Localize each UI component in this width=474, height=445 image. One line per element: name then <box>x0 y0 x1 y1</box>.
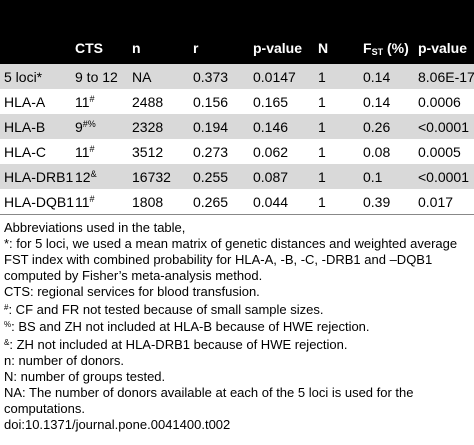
cell-fst: 0.14 <box>363 69 391 85</box>
cell-fst: 0.26 <box>363 119 391 135</box>
footnote-line: N: number of groups tested. <box>4 369 166 385</box>
footnote-line: NA: The number of donors available at ea… <box>4 385 414 401</box>
footnote-line: Abbreviations used in the table, <box>4 220 186 235</box>
header-r: r <box>193 40 199 56</box>
cell-pvalue: 0.0147 <box>253 69 296 85</box>
table-header: CTS n r p-value N FST (%) p-value <box>0 12 474 64</box>
cell-cts-value: 12 <box>75 169 91 185</box>
table-footnotes: Abbreviations used in the table, *: for … <box>4 220 470 433</box>
table-row: HLA-A 11# 2488 0.156 0.165 1 0.14 0.0006 <box>0 89 474 114</box>
cell-groups: 1 <box>318 194 326 210</box>
cell-cts-sup: # <box>89 194 95 204</box>
cell-fst: 0.14 <box>363 94 391 110</box>
footnote-line: &: ZH not included at HLA-DRB1 because o… <box>4 335 470 353</box>
footnote-text: : BS and ZH not included at HLA-B becaus… <box>11 319 370 335</box>
cell-cts-value: 9 <box>75 119 83 135</box>
table-row: 5 loci* 9 to 12 NA 0.373 0.0147 1 0.14 8… <box>0 64 474 89</box>
cell-n: NA <box>132 69 152 85</box>
table-row: HLA-B 9#% 2328 0.194 0.146 1 0.26 <0.000… <box>0 114 474 139</box>
footnote-line: FST index with combined probability for … <box>4 251 433 267</box>
cell-r: 0.273 <box>193 144 229 160</box>
cell-pvalue-2: 8.06E-17 <box>418 69 474 85</box>
cell-n: 2328 <box>132 119 164 135</box>
header-groups: N <box>318 40 329 56</box>
cell-cts: 12& <box>75 169 97 185</box>
cell-cts: 11# <box>75 144 95 160</box>
cell-pvalue-2: 0.0006 <box>418 94 461 110</box>
cell-groups: 1 <box>318 94 326 110</box>
cell-r: 0.373 <box>193 69 229 85</box>
cell-r: 0.156 <box>193 94 229 110</box>
cell-fst: 0.39 <box>363 194 391 210</box>
cell-pvalue-2: 0.017 <box>418 194 454 210</box>
cell-cts: 11# <box>75 94 95 110</box>
cell-pvalue: 0.146 <box>253 119 289 135</box>
cell-cts-sup: # <box>89 94 95 104</box>
cell-fst: 0.1 <box>363 169 383 185</box>
cell-cts-value: 11 <box>75 94 90 110</box>
cell-r: 0.194 <box>193 119 229 135</box>
cell-fst: 0.08 <box>363 144 391 160</box>
table-row: HLA-DRB1 12& 16732 0.255 0.087 1 0.1 <0.… <box>0 164 474 189</box>
cell-cts-value: 9 to 12 <box>75 69 118 85</box>
header-fst-unit: (%) <box>383 40 409 56</box>
footnote-symbol: % <box>4 320 12 330</box>
cell-loci: HLA-DQB1 <box>4 194 75 210</box>
cell-r: 0.265 <box>193 194 229 210</box>
cell-pvalue: 0.087 <box>253 169 289 185</box>
footnote-symbol: # <box>4 302 9 312</box>
cell-loci: 5 loci* <box>4 69 43 85</box>
cell-pvalue-2: 0.0005 <box>418 144 461 160</box>
header-n: n <box>132 40 141 56</box>
cell-groups: 1 <box>318 169 326 185</box>
cell-pvalue: 0.165 <box>253 94 289 110</box>
footnote-line: *: for 5 loci, we used a mean matrix of … <box>4 235 458 251</box>
cell-pvalue-2: <0.0001 <box>418 169 469 185</box>
footnote-text: : ZH not included at HLA-DRB1 because of… <box>9 337 348 353</box>
footnote-line: computed by Fisher’s meta-analysis metho… <box>4 267 263 283</box>
header-fst: FST (%) <box>363 40 409 57</box>
cell-cts: 9 to 12 <box>75 69 118 85</box>
cell-n: 1808 <box>132 194 164 210</box>
cell-n: 16732 <box>132 169 171 185</box>
cell-cts: 11# <box>75 194 95 210</box>
cell-cts-sup: & <box>90 169 97 179</box>
header-pvalue: p-value <box>253 40 303 56</box>
doi-line: doi:10.1371/journal.pone.0041400.t002 <box>4 416 231 432</box>
table-row: HLA-DQB1 11# 1808 0.265 0.044 1 0.39 0.0… <box>0 189 474 214</box>
footnote-line: n: number of donors. <box>4 353 124 369</box>
cell-loci: HLA-B <box>4 119 46 135</box>
cell-pvalue-2: <0.0001 <box>418 119 469 135</box>
footnote-text: : CF and FR not tested because of small … <box>8 301 324 317</box>
cell-groups: 1 <box>318 69 326 85</box>
header-fst-sub: ST <box>371 47 384 57</box>
header-pvalue-2: p-value <box>418 40 468 56</box>
cell-cts-sup: # <box>89 144 95 154</box>
cell-cts-value: 11 <box>75 194 90 210</box>
cell-groups: 1 <box>318 144 326 160</box>
cell-cts: 9#% <box>75 119 96 135</box>
cell-pvalue: 0.044 <box>253 194 289 210</box>
cell-pvalue: 0.062 <box>253 144 289 160</box>
cell-cts-value: 11 <box>75 144 90 160</box>
footnote-line: #: CF and FR not tested because of small… <box>4 300 470 318</box>
table-divider <box>0 214 474 215</box>
cell-n: 3512 <box>132 144 164 160</box>
cell-loci: HLA-DRB1 <box>4 169 74 185</box>
cell-groups: 1 <box>318 119 326 135</box>
cell-loci: HLA-A <box>4 94 46 110</box>
table-row: HLA-C 11# 3512 0.273 0.062 1 0.08 0.0005 <box>0 139 474 164</box>
header-fst-main: F <box>363 40 372 56</box>
footnote-line: computations. <box>4 400 85 416</box>
cell-cts-sup: #% <box>82 119 96 129</box>
top-bar <box>0 0 474 12</box>
footnote-line: %: BS and ZH not included at HLA-B becau… <box>4 317 470 335</box>
cell-n: 2488 <box>132 94 164 110</box>
cell-r: 0.255 <box>193 169 229 185</box>
cell-loci: HLA-C <box>4 144 47 160</box>
footnote-line: CTS: regional services for blood transfu… <box>4 283 260 299</box>
header-cts: CTS <box>75 40 103 56</box>
footnote-symbol: & <box>4 338 10 348</box>
